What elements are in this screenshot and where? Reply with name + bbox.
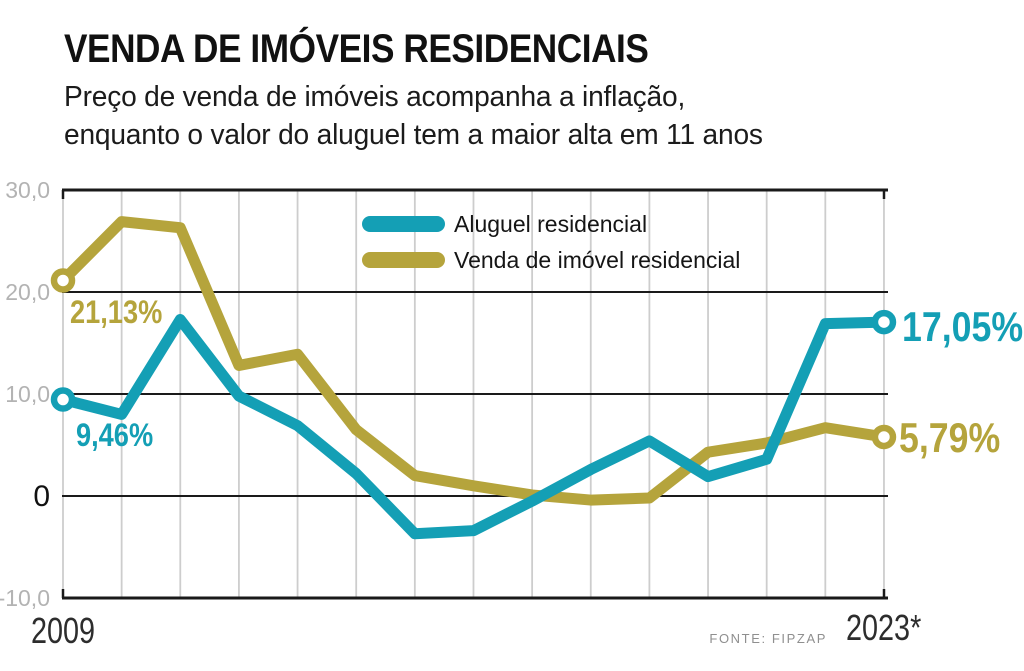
legend-label-aluguel: Aluguel residencial [454, 210, 648, 237]
series-line-aluguel-residencial [57, 314, 890, 540]
legend-label-venda: Venda de imóvel residencial [454, 246, 741, 273]
source-credit: FONTE: FIPZAP [709, 631, 827, 646]
value-label-aluguel-2023: 17,05% [902, 303, 1024, 350]
value-label-aluguel-2009: 9,46% [76, 417, 154, 453]
chart-legend: Aluguel residencial Venda de imóvel resi… [362, 206, 740, 278]
x-axis-label-2023: 2023* [846, 607, 922, 648]
ytick-label-0: 0 [33, 480, 50, 513]
subtitle-line-1: Preço de venda de imóveis acompanha a in… [64, 81, 686, 113]
subtitle-line-2: enquanto o valor do aluguel tem a maior … [64, 119, 763, 151]
ytick-label-30: 30,0 [5, 177, 50, 203]
page-title-text: VENDA DE IMÓVEIS RESIDENCIAIS [64, 27, 649, 71]
ytick-label--10: -10,0 [0, 585, 50, 611]
marker-ring-2023-venda-de-im-vel-residencial [871, 424, 897, 450]
ytick-label-10: 10,0 [5, 381, 50, 407]
marker-ring-2009-venda-de-im-vel-residencial [50, 268, 76, 293]
series-line-venda-de-im-vel-residencial [57, 216, 890, 506]
legend-item-aluguel: Aluguel residencial [362, 206, 740, 242]
x-axis-label-2009: 2009 [31, 610, 96, 651]
marker-ring-2009-aluguel-residencial [50, 387, 76, 412]
legend-swatch-venda [362, 252, 445, 268]
marker-ring-2023-aluguel-residencial [871, 309, 897, 335]
ytick-label-20: 20,0 [5, 279, 50, 305]
value-label-venda-2023: 5,79% [899, 414, 1001, 461]
value-label-venda-2009: 21,13% [70, 294, 163, 330]
page-title: VENDA DE IMÓVEIS RESIDENCIAIS [64, 27, 728, 72]
legend-item-venda: Venda de imóvel residencial [362, 242, 740, 278]
legend-swatch-aluguel [362, 216, 445, 232]
